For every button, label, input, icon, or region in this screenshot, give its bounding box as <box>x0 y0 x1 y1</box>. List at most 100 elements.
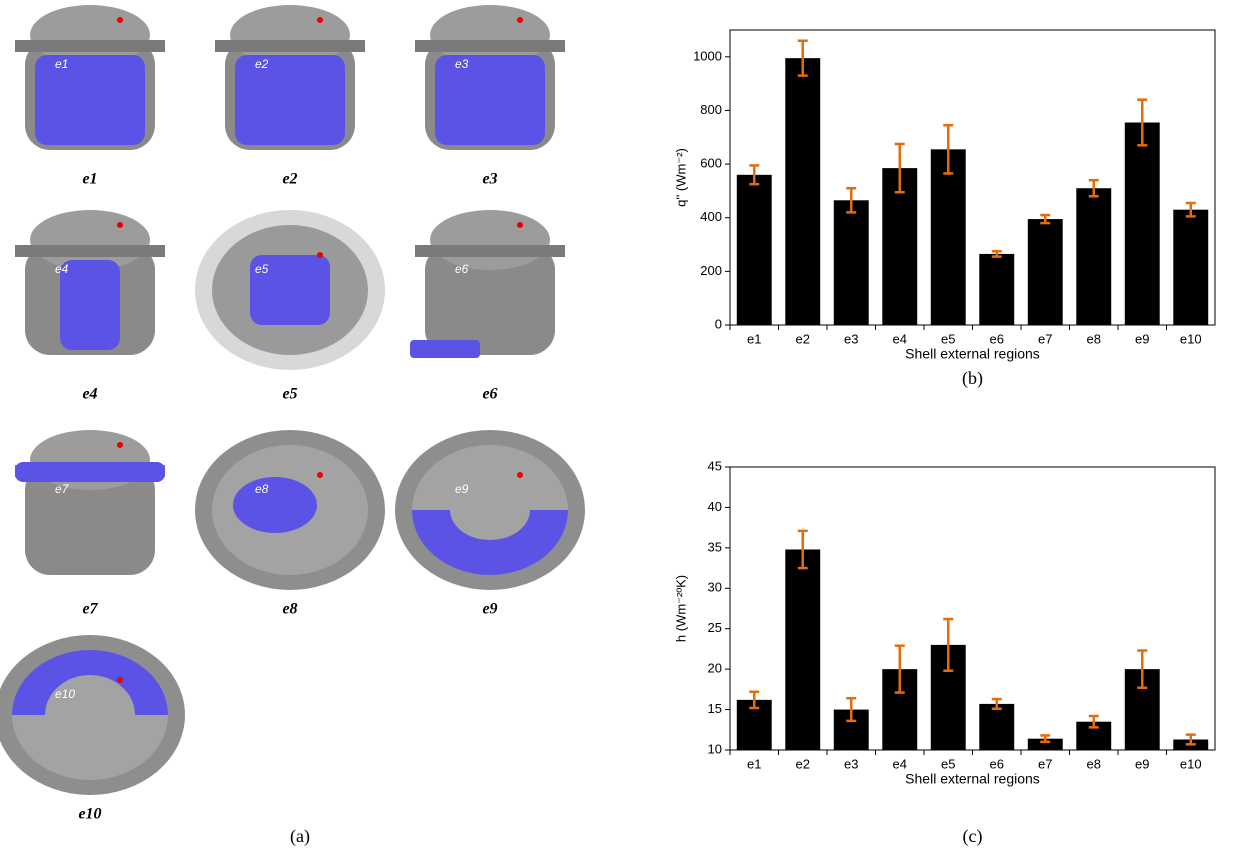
item-caption: e4 <box>82 386 97 403</box>
y-tick-label: 0 <box>715 316 722 331</box>
error-bar <box>943 123 954 175</box>
bar <box>785 549 821 750</box>
error-bar <box>1088 714 1099 729</box>
rendering <box>415 5 565 150</box>
y-tick-label: 25 <box>708 620 722 635</box>
rendering <box>15 5 165 150</box>
error-bar <box>1137 98 1148 147</box>
x-tick-label: e7 <box>1038 331 1052 346</box>
region-label: e1 <box>55 57 68 71</box>
shell-flange <box>15 40 165 52</box>
shell-flange <box>415 40 565 52</box>
shell-flange <box>15 245 165 257</box>
x-tick-label: e10 <box>1180 756 1202 771</box>
rendering <box>15 210 165 355</box>
region-label: e2 <box>255 57 269 71</box>
point <box>517 472 523 478</box>
x-tick-label: e7 <box>1038 756 1052 771</box>
shell-flange <box>215 40 365 52</box>
y-axis-label: q'' (Wm⁻²) <box>673 148 688 207</box>
error-bar <box>1040 213 1051 225</box>
item-caption: e9 <box>482 601 497 618</box>
x-tick-label: e3 <box>844 331 858 346</box>
x-tick-label: e8 <box>1087 331 1101 346</box>
x-tick-label: e1 <box>747 756 761 771</box>
y-tick-label: 20 <box>708 661 722 676</box>
error-bar <box>749 690 760 710</box>
rendering <box>410 210 565 358</box>
shell-cap <box>430 210 550 270</box>
region-label: e8 <box>255 482 269 496</box>
x-tick-label: e4 <box>893 756 907 771</box>
y-axis-label: h (Wm⁻²ºK) <box>673 575 688 642</box>
x-tick-label: e6 <box>990 756 1004 771</box>
y-tick-label: 1000 <box>693 48 722 63</box>
y-tick-label: 40 <box>708 499 722 514</box>
region-label: e3 <box>455 57 469 71</box>
panel-caption: (a) <box>290 826 310 847</box>
x-tick-label: e4 <box>893 331 907 346</box>
x-tick-label: e2 <box>796 331 810 346</box>
region <box>233 477 317 533</box>
x-tick-label: e9 <box>1135 756 1149 771</box>
item-caption: e8 <box>282 601 297 618</box>
error-bar <box>894 644 905 694</box>
region-label: e5 <box>255 262 269 276</box>
y-tick-label: 45 <box>708 458 722 473</box>
chart-caption: (b) <box>962 368 983 389</box>
bar <box>736 174 772 325</box>
rendering <box>195 210 385 370</box>
item-caption: e5 <box>282 386 297 403</box>
y-tick-label: 600 <box>700 156 722 171</box>
shell-flange <box>415 245 565 257</box>
region <box>35 55 145 145</box>
y-tick-label: 30 <box>708 580 722 595</box>
x-tick-label: e1 <box>747 331 761 346</box>
region-label: e6 <box>455 262 469 276</box>
point <box>317 252 323 258</box>
rendering <box>215 5 365 150</box>
shell-body <box>425 245 555 355</box>
item-caption: e2 <box>282 171 297 188</box>
error-bar <box>1185 201 1196 218</box>
region-label: e10 <box>55 687 75 701</box>
point <box>117 442 123 448</box>
error-bar <box>749 164 760 186</box>
point <box>317 472 323 478</box>
y-tick-label: 10 <box>708 741 722 756</box>
item-caption: e1 <box>82 171 97 188</box>
point <box>117 17 123 23</box>
bar <box>1124 122 1160 325</box>
error-bar <box>846 186 857 214</box>
error-bar <box>846 697 857 723</box>
error-bar <box>1040 734 1051 744</box>
y-tick-label: 15 <box>708 701 722 716</box>
point <box>117 222 123 228</box>
bar <box>882 168 918 325</box>
item-caption: e10 <box>78 806 101 823</box>
region-label: e9 <box>455 482 469 496</box>
region <box>235 55 345 145</box>
shell-body <box>25 465 155 575</box>
error-bar <box>894 142 905 194</box>
error-bar <box>1185 733 1196 746</box>
y-tick-label: 800 <box>700 102 722 117</box>
bar <box>979 703 1015 750</box>
point <box>517 17 523 23</box>
point <box>517 222 523 228</box>
rendering <box>195 430 385 590</box>
error-bar <box>991 250 1002 258</box>
item-caption: e7 <box>82 601 98 618</box>
y-tick-label: 400 <box>700 209 722 224</box>
rendering <box>15 430 165 575</box>
x-axis-label: Shell external regions <box>905 771 1040 787</box>
x-tick-label: e5 <box>941 756 955 771</box>
y-tick-label: 35 <box>708 539 722 554</box>
bar <box>979 253 1015 325</box>
bar <box>1076 188 1112 325</box>
rendering <box>395 430 585 590</box>
rendering <box>0 635 185 795</box>
bar <box>1173 209 1209 325</box>
region <box>15 462 165 482</box>
